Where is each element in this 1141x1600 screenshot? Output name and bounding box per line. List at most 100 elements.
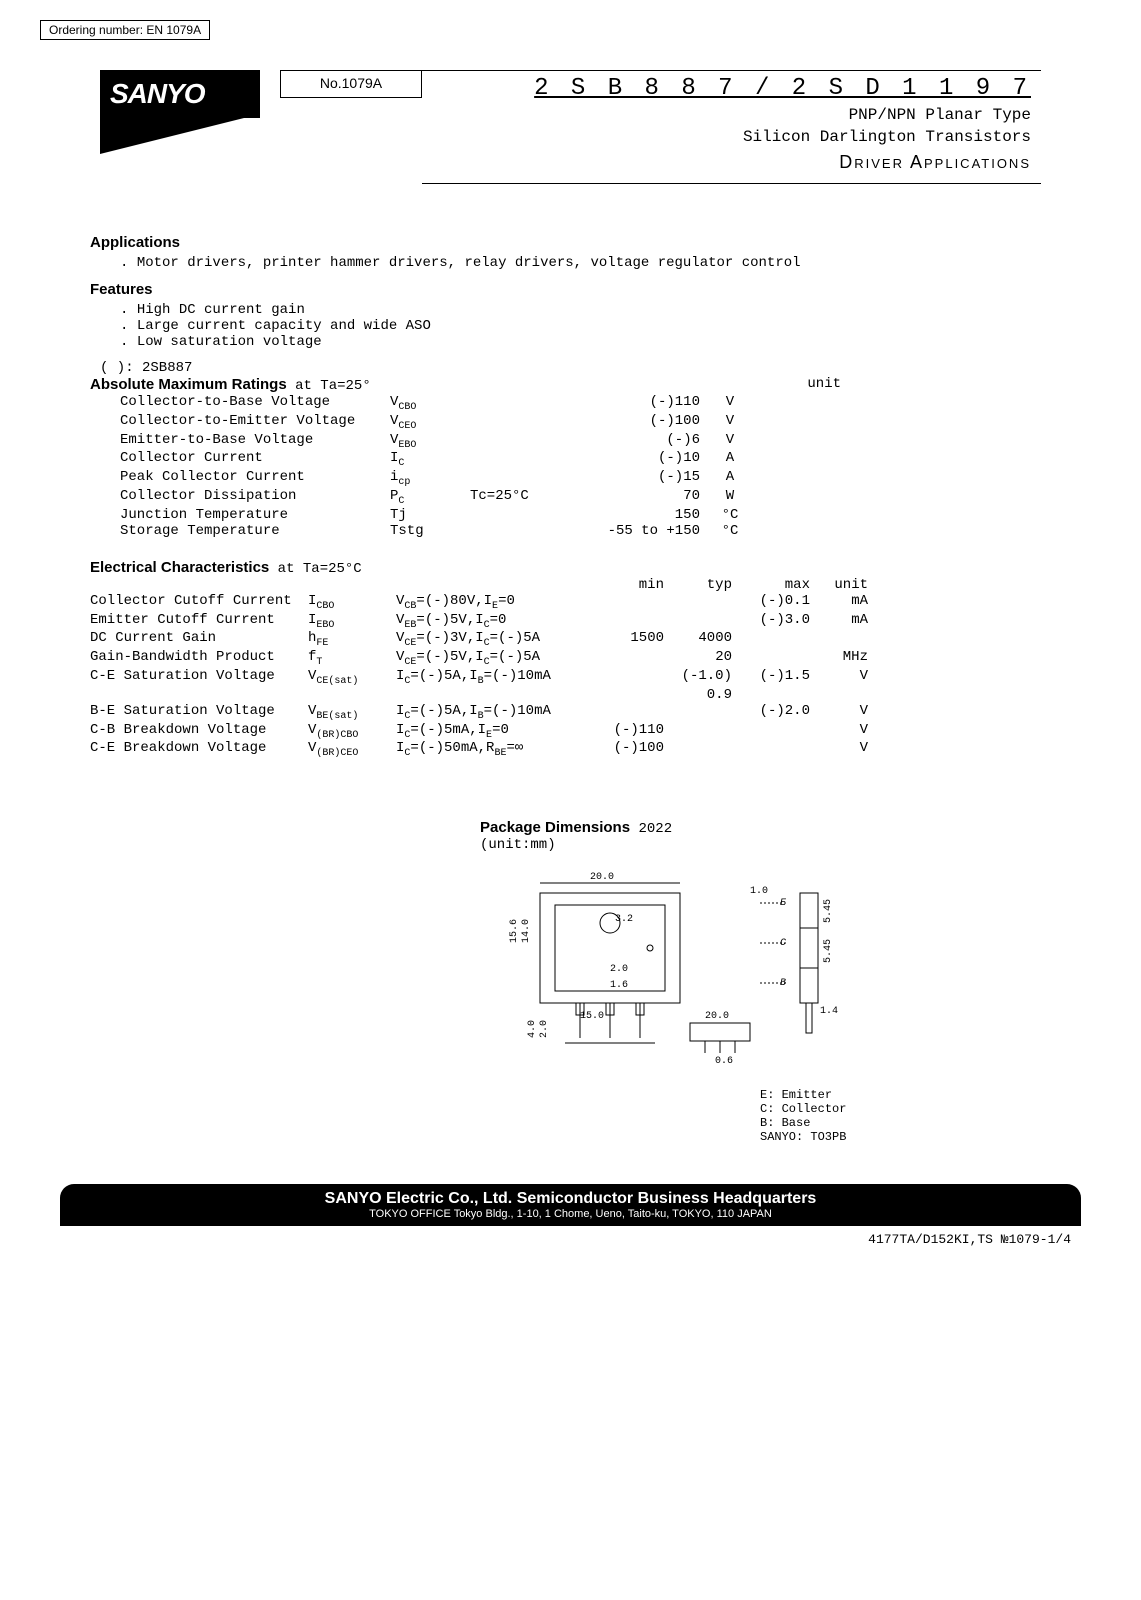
abs-param: Junction Temperature xyxy=(120,507,390,523)
elec-min xyxy=(604,649,672,668)
abs-value: -55 to +150 xyxy=(600,523,710,539)
col-typ: typ xyxy=(672,577,740,593)
part-number: 2 S B 8 8 7 / 2 S D 1 1 9 7 xyxy=(442,75,1031,102)
package-section: Package Dimensions 2022 (unit:mm) xyxy=(480,819,1101,1144)
elec-unit xyxy=(818,630,876,649)
abs-row: Collector CurrentIC(-)10A xyxy=(120,450,760,469)
abs-row: Junction TemperatureTj150°C xyxy=(120,507,760,523)
elec-heading: Electrical Characteristics at Ta=25°C xyxy=(90,559,1101,577)
abs-param: Collector Current xyxy=(120,450,390,469)
abs-cond xyxy=(470,413,600,432)
applications-text: Motor drivers, printer hammer drivers, r… xyxy=(120,255,1061,271)
elec-row: Gain-Bandwidth ProductfTVCE=(-)5V,IC=(-)… xyxy=(90,649,876,668)
elec-symbol: VBE(sat) xyxy=(308,703,396,722)
elec-symbol: ICBO xyxy=(308,593,396,612)
abs-unit: V xyxy=(710,432,760,451)
abs-row: Collector-to-Base VoltageVCBO(-)110V xyxy=(120,394,760,413)
elec-row: C-E Breakdown VoltageV(BR)CEOIC=(-)50mA,… xyxy=(90,740,876,759)
elec-param: DC Current Gain xyxy=(90,630,308,649)
dim-side-h2: 5.45 xyxy=(823,939,834,963)
abs-value: 150 xyxy=(600,507,710,523)
col-min: min xyxy=(604,577,672,593)
elec-header-row: min typ max unit xyxy=(90,577,876,593)
dim-h-outer: 15.6 xyxy=(509,919,520,943)
pin-b-mark: B xyxy=(780,978,786,989)
abs-unit: A xyxy=(710,469,760,488)
abs-value: (-)15 xyxy=(600,469,710,488)
abs-unit: W xyxy=(710,488,760,507)
sanyo-logo: SANYO xyxy=(100,70,260,118)
dim-hole: 3.2 xyxy=(615,914,633,925)
abs-unit: V xyxy=(710,394,760,413)
elec-min: (-)110 xyxy=(604,722,672,741)
dim-lead-len: 20.0 xyxy=(705,1011,729,1022)
elec-symbol: V(BR)CEO xyxy=(308,740,396,759)
dim-w-outer: 20.0 xyxy=(590,872,614,883)
abs-cond xyxy=(470,394,600,413)
header-block: SANYO No.1079A 2 S B 8 8 7 / 2 S D 1 1 9… xyxy=(100,70,1041,184)
abs-symbol: Tstg xyxy=(390,523,470,539)
applications-heading: Applications xyxy=(90,234,1101,251)
abs-param: Emitter-to-Base Voltage xyxy=(120,432,390,451)
abs-param: Collector-to-Emitter Voltage xyxy=(120,413,390,432)
elec-row: B-E Saturation VoltageVBE(sat)IC=(-)5A,I… xyxy=(90,703,876,722)
col-max: max xyxy=(740,577,818,593)
elec-param: Collector Cutoff Current xyxy=(90,593,308,612)
elec-unit: V xyxy=(818,703,876,722)
abs-symbol: IC xyxy=(390,450,470,469)
elec-unit: V xyxy=(818,668,876,687)
elec-typ: 20 xyxy=(672,649,740,668)
abs-param: Storage Temperature xyxy=(120,523,390,539)
abs-cond xyxy=(470,507,600,523)
dim-tab-h: 1.0 xyxy=(750,886,768,897)
abs-param: Peak Collector Current xyxy=(120,469,390,488)
feature-item: High DC current gain xyxy=(120,302,1101,318)
subtitle-line1: PNP/NPN Planar Type xyxy=(442,106,1031,124)
abs-cond: Tc=25°C xyxy=(470,488,600,507)
features-heading: Features xyxy=(90,281,1101,298)
elec-cond: VCE=(-)5V,IC=(-)5A xyxy=(396,649,604,668)
abs-value: (-)110 xyxy=(600,394,710,413)
application-title: Driver Applications xyxy=(442,152,1031,173)
elec-cond: IC=(-)5A,IB=(-)10mA xyxy=(396,668,604,687)
pkg-name: SANYO: TO3PB xyxy=(760,1130,1101,1144)
feature-item: Large current capacity and wide ASO xyxy=(120,318,1101,334)
pin-c: C: Collector xyxy=(760,1102,1101,1116)
package-drawing: 20.0 15.6 14.0 3.2 15.0 2.0 1.6 4.0 2.0 … xyxy=(480,863,1101,1088)
elec-row: DC Current GainhFEVCE=(-)3V,IC=(-)5A1500… xyxy=(90,630,876,649)
elec-min xyxy=(604,668,672,687)
feature-item: Low saturation voltage xyxy=(120,334,1101,350)
document-number: No.1079A xyxy=(280,70,422,98)
dim-lead-h: 4.0 xyxy=(527,1020,538,1038)
abs-cond xyxy=(470,450,600,469)
elec-cond: VCB=(-)80V,IE=0 xyxy=(396,593,604,612)
abs-row: Peak Collector Currenticp (-)15A xyxy=(120,469,760,488)
abs-row: Emitter-to-Base VoltageVEBO(-)6V xyxy=(120,432,760,451)
pkg-unit: (unit:mm) xyxy=(480,837,556,853)
elec-typ xyxy=(672,612,740,631)
pkg-heading: Package Dimensions xyxy=(480,819,630,836)
elec-typ: (-1.0) xyxy=(672,668,740,687)
col-unit: unit xyxy=(818,577,876,593)
dim-side-h1: 5.45 xyxy=(823,899,834,923)
abs-symbol: icp xyxy=(390,469,470,488)
elec-unit: mA xyxy=(818,612,876,631)
applications-item: Motor drivers, printer hammer drivers, r… xyxy=(120,255,801,271)
abs-symbol: Tj xyxy=(390,507,470,523)
footer-company: SANYO Electric Co., Ltd. Semiconductor B… xyxy=(70,1190,1071,1208)
elec-max: (-)0.1 xyxy=(740,593,818,612)
elec-char-table: min typ max unit Collector Cutoff Curren… xyxy=(90,577,876,759)
dim-lead-th: 0.6 xyxy=(715,1056,733,1067)
abs-symbol: VEBO xyxy=(390,432,470,451)
abs-cond xyxy=(470,523,600,539)
dim-h-inner: 14.0 xyxy=(521,919,532,943)
elec-param: Gain-Bandwidth Product xyxy=(90,649,308,668)
elec-param: C-E Breakdown Voltage xyxy=(90,740,308,759)
elec-param: Emitter Cutoff Current xyxy=(90,612,308,631)
elec-unit: V xyxy=(818,740,876,759)
elec-heading-text: Electrical Characteristics xyxy=(90,559,269,576)
elec-symbol: VCE(sat) xyxy=(308,668,396,687)
pin-b: B: Base xyxy=(760,1116,1101,1130)
elec-unit: V xyxy=(818,722,876,741)
elec-min xyxy=(604,703,672,722)
